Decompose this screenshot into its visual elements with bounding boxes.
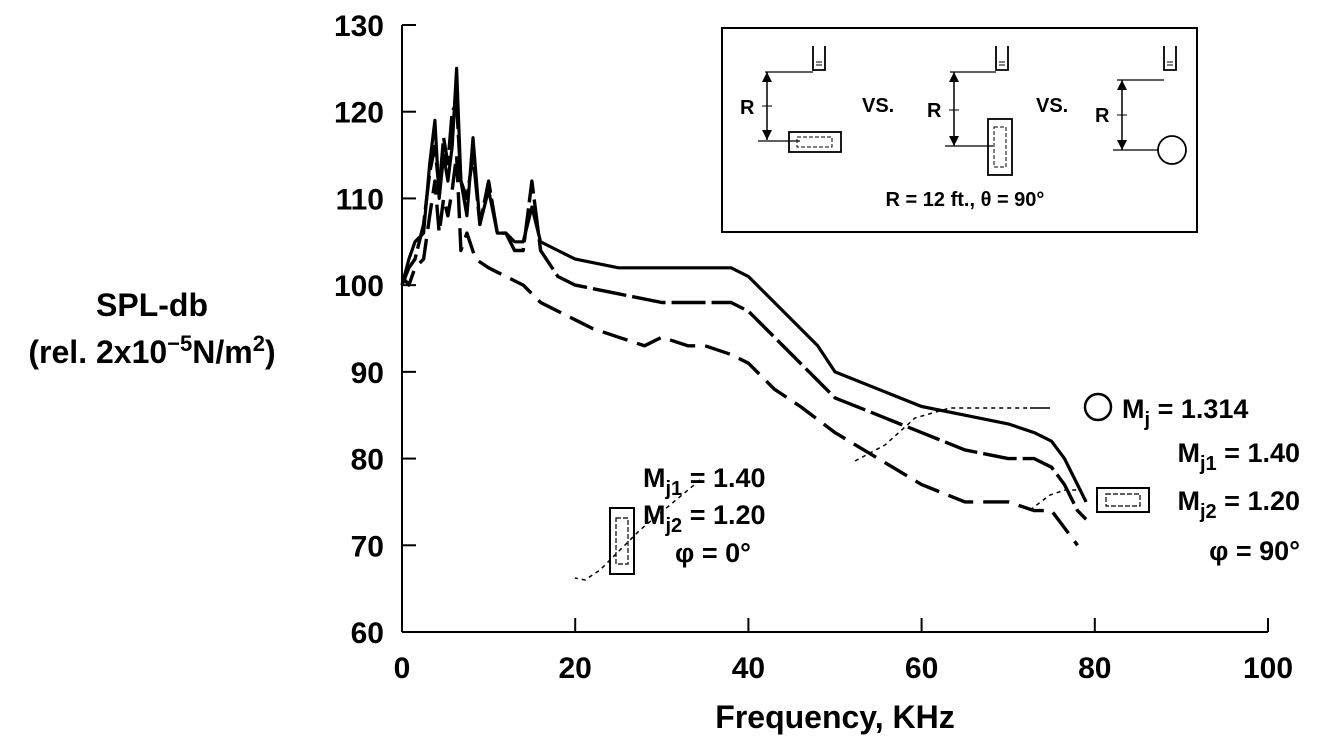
y-tick-label: 100 (334, 270, 384, 303)
inset-panel-1: R (740, 46, 842, 153)
inset-r-label-2: R (927, 100, 942, 122)
r-arrow-down-icon (1117, 140, 1127, 150)
annotation-circle-text: Mj = 1.314 (1122, 394, 1248, 431)
annotation-rect-vertical-line3: φ = 0° (675, 538, 751, 568)
series-line-3 (400, 153, 1079, 547)
inset-diagram: R VS. R VS. (721, 27, 1198, 233)
annotation-rect-vertical-line2: Mj2 = 1.20 (643, 500, 766, 537)
rect-horizontal-nozzle-inner (1105, 493, 1141, 507)
y-axis-title-line2: (rel. 2x10−5N/m2) (28, 331, 275, 370)
r-arrow-up-icon (949, 72, 959, 82)
ylabel-part-3: ) (265, 334, 276, 370)
annotation-circle: Mj = 1.314 (854, 392, 1248, 462)
x-tick-label: 60 (905, 652, 938, 685)
ylabel-sup-2: 2 (253, 331, 265, 356)
r-arrow-up-icon (1117, 80, 1127, 90)
annotation-rect-horizontal: Mj1 = 1.40 Mj2 = 1.20 φ = 90° (1029, 438, 1300, 566)
y-tick-label: 90 (351, 357, 384, 390)
rect-horizontal-nozzle-inset-icon (788, 131, 842, 153)
ylabel-part-1: (rel. 2x10 (28, 334, 167, 370)
rect-horizontal-nozzle-inset-inner (796, 136, 833, 148)
microphone-icon (995, 46, 1009, 71)
x-tick-label: 0 (394, 652, 411, 685)
series-group (400, 66, 1088, 547)
microphone-icon (1163, 46, 1177, 71)
r-arrow-down-icon (949, 136, 959, 146)
x-ticks: 0 20 40 60 80 100 (394, 618, 1293, 685)
y-tick-label: 60 (351, 617, 384, 650)
annotation-rect-vertical-line1: Mj1 = 1.40 (643, 463, 766, 500)
y-axis-title-line1: SPL-db (96, 287, 208, 323)
r-arrow-down-icon (762, 130, 772, 140)
annotation-rect-horizontal-line1: Mj1 = 1.40 (1177, 438, 1300, 475)
rect-vertical-nozzle-icon (609, 507, 635, 575)
y-tick-label: 110 (336, 183, 384, 216)
x-tick-label: 100 (1243, 652, 1293, 685)
circle-nozzle-icon (1083, 392, 1113, 422)
circle-nozzle-inset-icon (1157, 135, 1187, 165)
y-tick-label: 70 (351, 530, 384, 563)
axes (401, 25, 1268, 633)
y-ticks: 60 70 80 90 100 110 120 130 (334, 10, 416, 650)
inset-frame (721, 27, 1198, 233)
y-tick-label: 80 (351, 444, 384, 477)
series-line-2 (400, 101, 1088, 521)
inset-panel-3: R (1095, 46, 1187, 165)
inset-caption: R = 12 ft., θ = 90° (886, 189, 1045, 211)
annotation-rect-vertical: Mj1 = 1.40 Mj2 = 1.20 φ = 0° (574, 463, 766, 581)
inset-panel-2: R (927, 46, 1013, 176)
ylabel-sup-1: −5 (167, 331, 192, 356)
y-tick-label: 130 (334, 10, 384, 43)
rect-vertical-nozzle-inset-inner (993, 126, 1007, 168)
ylabel-part-2: N/m (192, 334, 252, 370)
y-tick-label: 120 (334, 97, 384, 130)
annotation-circle-leader (854, 407, 1030, 462)
rect-horizontal-nozzle-icon (1096, 487, 1150, 513)
inset-r-label-1: R (740, 97, 755, 119)
x-tick-label: 20 (559, 652, 592, 685)
x-axis-title: Frequency, KHz (715, 699, 954, 735)
microphone-icon (812, 46, 826, 71)
inset-r-label-3: R (1095, 105, 1110, 127)
rect-vertical-nozzle-inner (615, 517, 629, 565)
inset-vs-label-1: VS. (862, 95, 894, 117)
inset-vs-label-2: VS. (1036, 95, 1068, 117)
annotation-rect-horizontal-line2: Mj2 = 1.20 (1177, 486, 1300, 523)
rect-vertical-nozzle-inset-icon (987, 118, 1013, 176)
x-tick-label: 40 (732, 652, 765, 685)
annotation-rect-horizontal-leader (1029, 489, 1082, 511)
x-tick-label: 80 (1078, 652, 1111, 685)
annotation-rect-horizontal-line3: φ = 90° (1209, 536, 1300, 566)
r-arrow-up-icon (762, 72, 772, 82)
